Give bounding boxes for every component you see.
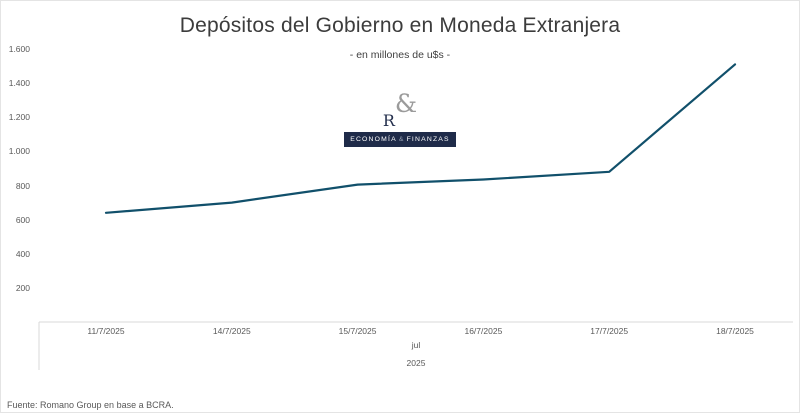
logo-caption-left: ECONOMÍA xyxy=(350,136,397,143)
chart-subtitle: - en millones de u$s - xyxy=(349,49,451,61)
y-axis-tick-label: 1.400 xyxy=(8,78,30,89)
x-axis-tick-label: 14/7/2025 xyxy=(212,326,251,336)
source-note: Fuente: Romano Group en base a BCRA. xyxy=(7,400,174,410)
logo-ampersand: & xyxy=(394,89,418,118)
x-axis-month-label: jul xyxy=(411,340,421,350)
logo-letter-r: R xyxy=(382,111,395,130)
logo-caption: ECONOMÍA & FINANZAS xyxy=(344,132,456,147)
y-axis-tick-label: 200 xyxy=(15,282,30,293)
logo-monogram: R& xyxy=(344,91,456,129)
x-axis-year-label: 2025 xyxy=(406,358,426,368)
logo-caption-amp: & xyxy=(398,136,405,143)
logo-caption-right: FINANZAS xyxy=(406,136,450,143)
y-axis-tick-label: 1.000 xyxy=(8,146,30,157)
deposits-series-line xyxy=(104,63,737,214)
y-axis-tick-label: 1.600 xyxy=(8,44,30,54)
y-axis-tick-label: 800 xyxy=(15,180,30,191)
x-axis-tick-label: 16/7/2025 xyxy=(464,326,503,336)
y-axis-tick-label: 1.200 xyxy=(8,112,30,123)
y-axis-tick-label: 600 xyxy=(15,214,30,225)
x-axis-tick-label: 18/7/2025 xyxy=(716,326,754,336)
x-axis-tick-label: 15/7/2025 xyxy=(338,326,377,336)
x-axis-tick-label: 17/7/2025 xyxy=(590,326,629,336)
romano-group-logo: R& ECONOMÍA & FINANZAS xyxy=(344,91,456,147)
y-axis-tick-label: 400 xyxy=(15,248,30,259)
x-axis-tick-label: 11/7/2025 xyxy=(87,326,125,336)
chart-title: Depósitos del Gobierno en Moneda Extranj… xyxy=(179,14,621,37)
